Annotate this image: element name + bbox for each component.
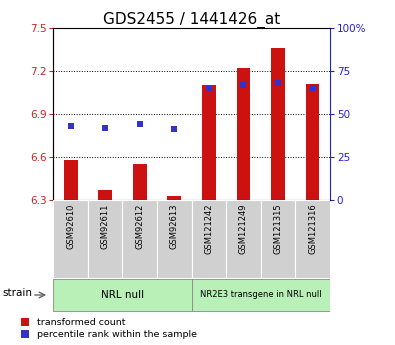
Title: GDS2455 / 1441426_at: GDS2455 / 1441426_at bbox=[103, 11, 280, 28]
Bar bbox=[306, 83, 320, 200]
Point bbox=[275, 80, 281, 86]
Bar bbox=[192, 200, 226, 278]
Text: NR2E3 transgene in NRL null: NR2E3 transgene in NRL null bbox=[200, 290, 322, 299]
Bar bbox=[133, 164, 147, 200]
Text: GSM92610: GSM92610 bbox=[66, 203, 75, 249]
Point bbox=[137, 121, 143, 127]
Bar bbox=[237, 68, 250, 200]
Bar bbox=[295, 200, 330, 278]
Point bbox=[102, 125, 108, 130]
Text: GSM121242: GSM121242 bbox=[204, 203, 213, 254]
Point bbox=[240, 82, 246, 87]
Bar bbox=[64, 160, 77, 200]
Text: GSM121315: GSM121315 bbox=[273, 203, 282, 254]
Bar bbox=[88, 200, 122, 278]
Text: GSM121249: GSM121249 bbox=[239, 203, 248, 254]
Bar bbox=[98, 190, 112, 200]
Point bbox=[68, 123, 74, 129]
Point bbox=[171, 127, 177, 132]
Bar bbox=[122, 200, 157, 278]
Text: GSM121316: GSM121316 bbox=[308, 203, 317, 254]
Text: NRL null: NRL null bbox=[101, 290, 144, 300]
Text: GSM92612: GSM92612 bbox=[135, 203, 144, 249]
Text: GSM92613: GSM92613 bbox=[170, 203, 179, 249]
Bar bbox=[167, 196, 181, 200]
Bar bbox=[192, 279, 330, 311]
Text: GSM92611: GSM92611 bbox=[101, 203, 110, 249]
Bar bbox=[261, 200, 295, 278]
Bar bbox=[53, 279, 192, 311]
Legend: transformed count, percentile rank within the sample: transformed count, percentile rank withi… bbox=[21, 318, 197, 339]
Bar bbox=[157, 200, 192, 278]
Bar bbox=[271, 48, 285, 200]
Text: strain: strain bbox=[2, 288, 32, 298]
Bar bbox=[226, 200, 261, 278]
Bar bbox=[53, 200, 88, 278]
Point bbox=[206, 85, 212, 91]
Point bbox=[309, 85, 316, 91]
Bar bbox=[202, 85, 216, 200]
